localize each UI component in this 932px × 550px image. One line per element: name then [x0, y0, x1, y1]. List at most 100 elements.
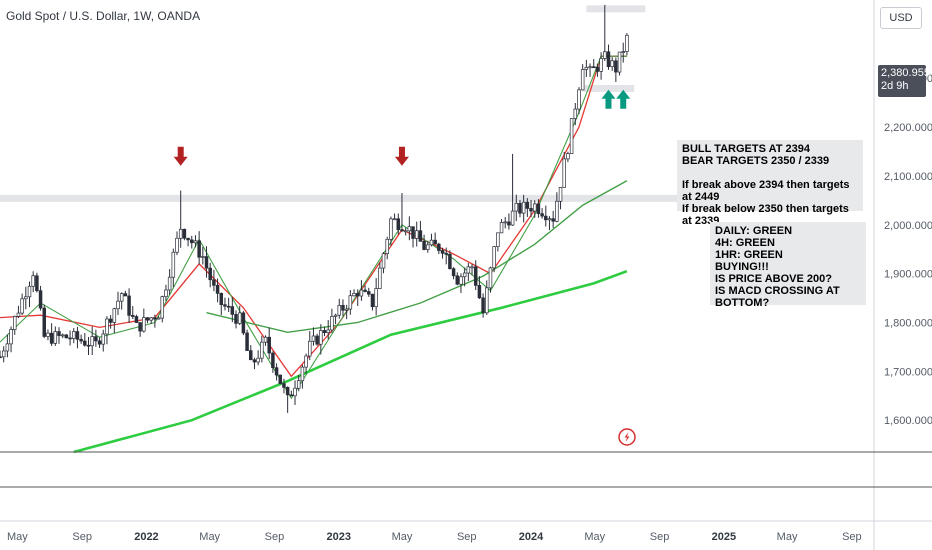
- candle-body: [64, 334, 69, 339]
- candle-body: [514, 202, 519, 212]
- candle-body: [101, 333, 106, 345]
- candle-body: [223, 304, 227, 307]
- candle-body: [5, 343, 10, 352]
- candle-body: [9, 329, 13, 345]
- candle-body: [201, 256, 205, 258]
- candle-body: [260, 341, 264, 359]
- candle-body: [525, 201, 530, 209]
- candle-body: [503, 221, 507, 224]
- candle-body: [278, 374, 283, 384]
- timeframe-status-note[interactable]: DAILY: GREEN 4H: GREEN 1HR: GREEN BUYING…: [710, 222, 866, 309]
- candle-body: [488, 267, 493, 289]
- candle-body: [540, 213, 544, 217]
- x-tick-label: 2023: [327, 531, 351, 543]
- candle-body: [160, 296, 165, 319]
- candle-body: [344, 308, 349, 311]
- candle-body: [569, 118, 574, 155]
- moving-averages: [0, 55, 628, 454]
- candle-body: [584, 67, 589, 70]
- y-tick-label: 1,700.000: [884, 366, 932, 378]
- candle-body: [429, 239, 434, 246]
- candle-body: [311, 335, 316, 342]
- x-tick-label: May: [7, 531, 28, 543]
- candle-body: [178, 228, 183, 239]
- x-tick-label: 2025: [712, 531, 736, 543]
- y-tick-label: 1,900.000: [884, 269, 932, 281]
- y-tick-label: 2,100.000: [884, 171, 932, 183]
- candle-body: [53, 331, 58, 344]
- candle-body: [448, 253, 452, 270]
- last-price-value: 2,380.955: [881, 67, 930, 79]
- candle-body: [108, 318, 113, 323]
- y-tick-label: 1,800.000: [884, 318, 932, 330]
- candle-body: [296, 380, 301, 389]
- candle-body: [267, 336, 271, 354]
- y-tick-label: 1,600.000: [884, 415, 932, 427]
- candle-body: [507, 221, 511, 226]
- candle-body: [57, 331, 61, 337]
- candle-body: [466, 266, 471, 274]
- candle-body: [271, 352, 275, 369]
- candle-body: [529, 208, 533, 212]
- candle-body: [433, 239, 437, 245]
- candle-body: [237, 312, 242, 324]
- candle-body: [333, 314, 338, 317]
- candle-body: [49, 332, 54, 344]
- currency-button[interactable]: USD: [880, 7, 922, 29]
- candle-body: [330, 316, 334, 331]
- candle-body: [400, 229, 404, 232]
- candle-body: [591, 66, 596, 69]
- symbol-title[interactable]: Gold Spot / U.S. Dollar, 1W, OANDA: [6, 9, 201, 23]
- candle-body: [241, 312, 246, 334]
- candle-body: [485, 287, 489, 314]
- candle-body: [208, 267, 212, 281]
- candle-body: [24, 296, 28, 300]
- x-tick-label: Sep: [650, 531, 670, 543]
- candle-body: [252, 359, 257, 363]
- candle-body: [414, 230, 419, 239]
- candle-body: [171, 251, 176, 278]
- candle-body: [363, 289, 367, 292]
- candle-body: [123, 293, 128, 297]
- candle-body: [186, 237, 190, 241]
- targets-note[interactable]: BULL TARGETS AT 2394 BEAR TARGETS 2350 /…: [677, 140, 863, 227]
- candle-body: [462, 272, 467, 278]
- time-axis[interactable]: May Sep 2022 May Sep 2023 May Sep 2024 May Sep 2025…: [7, 531, 862, 543]
- candle-body: [355, 293, 360, 297]
- ma-line-ema_green: [206, 180, 628, 334]
- candle-body: [573, 108, 578, 119]
- candle-body: [315, 335, 319, 345]
- candle-body: [182, 228, 187, 239]
- x-tick-label: May: [199, 531, 220, 543]
- candle-body: [536, 203, 541, 215]
- bar-countdown: 2d 9h: [881, 80, 909, 92]
- lightning-icon[interactable]: [618, 428, 636, 446]
- candle-body: [621, 51, 625, 53]
- candle-body: [193, 240, 198, 244]
- candle-body: [304, 355, 308, 368]
- horizontal-zones: [0, 5, 819, 202]
- candle-body: [470, 266, 474, 269]
- candle-body: [566, 153, 570, 160]
- candle-body: [190, 239, 194, 244]
- candle-body: [90, 336, 94, 347]
- candle-body: [245, 332, 249, 351]
- candle-body: [326, 329, 330, 333]
- candle-body: [389, 218, 393, 240]
- candle-body: [352, 293, 356, 297]
- candle-body: [300, 366, 305, 382]
- candle-body: [94, 336, 98, 342]
- candle-body: [167, 276, 172, 291]
- candle-body: [603, 51, 607, 59]
- candle-body: [451, 268, 456, 277]
- ma-line-ma200: [73, 269, 628, 454]
- price-axis[interactable]: 1,600.000 1,700.000 1,800.000 1,900.000 2,00…: [884, 73, 932, 427]
- x-tick-label: Sep: [457, 531, 477, 543]
- candle-body: [230, 306, 235, 315]
- candle-body: [308, 340, 312, 357]
- candle-body: [46, 332, 50, 337]
- candle-body: [499, 222, 504, 234]
- candle-body: [617, 51, 622, 73]
- candle-body: [322, 330, 327, 333]
